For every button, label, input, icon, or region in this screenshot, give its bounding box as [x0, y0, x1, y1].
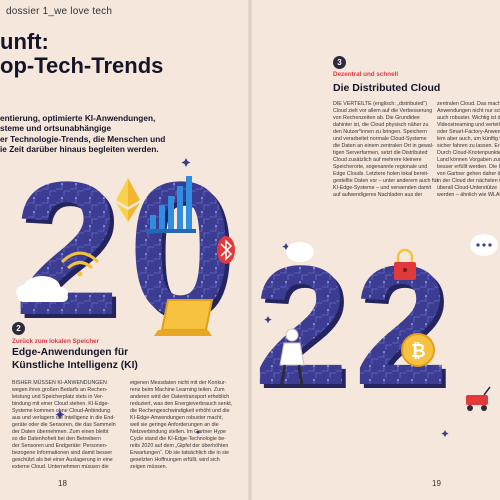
section-3-column-2: zentralen Cloud. Das macht Anwendungen n…	[437, 101, 500, 198]
digit-2-second: 2 2	[254, 231, 353, 425]
chat-bubble-icon	[286, 234, 498, 262]
digit-2-face: 2	[254, 231, 349, 421]
padlock-icon	[394, 248, 416, 280]
svg-text:₿: ₿	[411, 341, 426, 361]
star-decorations	[55, 158, 449, 438]
robot-rover-icon	[466, 386, 491, 411]
bitcoin-icon: ₿	[401, 333, 435, 367]
intro-text: entierung, optimierte KI-Anwendungen, st…	[0, 113, 166, 155]
digit-2-third: 2 2	[354, 231, 453, 425]
digit-2-shadow: 2	[258, 235, 353, 425]
laptop-icon	[154, 299, 214, 336]
section-3-column-1: DIE VERTEILTE (englisch: „distributed“) …	[333, 101, 439, 198]
headline: unft: op-Tech-Trends	[0, 29, 164, 78]
bluetooth-icon	[217, 236, 235, 264]
section-2-column-1: BISHER MÜSSEN KI-ANWENDUNGEN wegen ihres…	[12, 380, 116, 470]
page-number-right: 19	[432, 479, 441, 488]
section-3-number: 3	[333, 56, 346, 69]
cloud-icon	[16, 276, 68, 302]
dossier-label: dossier 1_we love tech	[6, 6, 113, 17]
page-number-left: 18	[58, 479, 67, 488]
digit-2-face: 2	[354, 231, 449, 421]
bar-chart-icon	[146, 176, 196, 233]
section-3-title: Die Distributed Cloud	[333, 82, 441, 94]
wifi-icon	[60, 251, 100, 277]
page-gutter	[248, 0, 252, 500]
digit-2-shadow: 2	[18, 147, 124, 359]
section-2-number: 2	[12, 322, 25, 335]
section-2-kicker: Zurück zum lokalen Speicher	[12, 338, 100, 345]
section-2-column-2: eigenen Messdaten nicht mit der Konkur- …	[130, 380, 233, 470]
digit-2-first: 2 2	[14, 143, 124, 359]
digit-2-face: 2	[14, 143, 120, 355]
section-3-kicker: Dezentral und schnell	[333, 71, 399, 78]
ethereum-icon	[116, 178, 140, 222]
person-figure	[279, 328, 305, 388]
section-2-title: Edge-Anwendungen für Künstliche Intellig…	[12, 347, 138, 371]
